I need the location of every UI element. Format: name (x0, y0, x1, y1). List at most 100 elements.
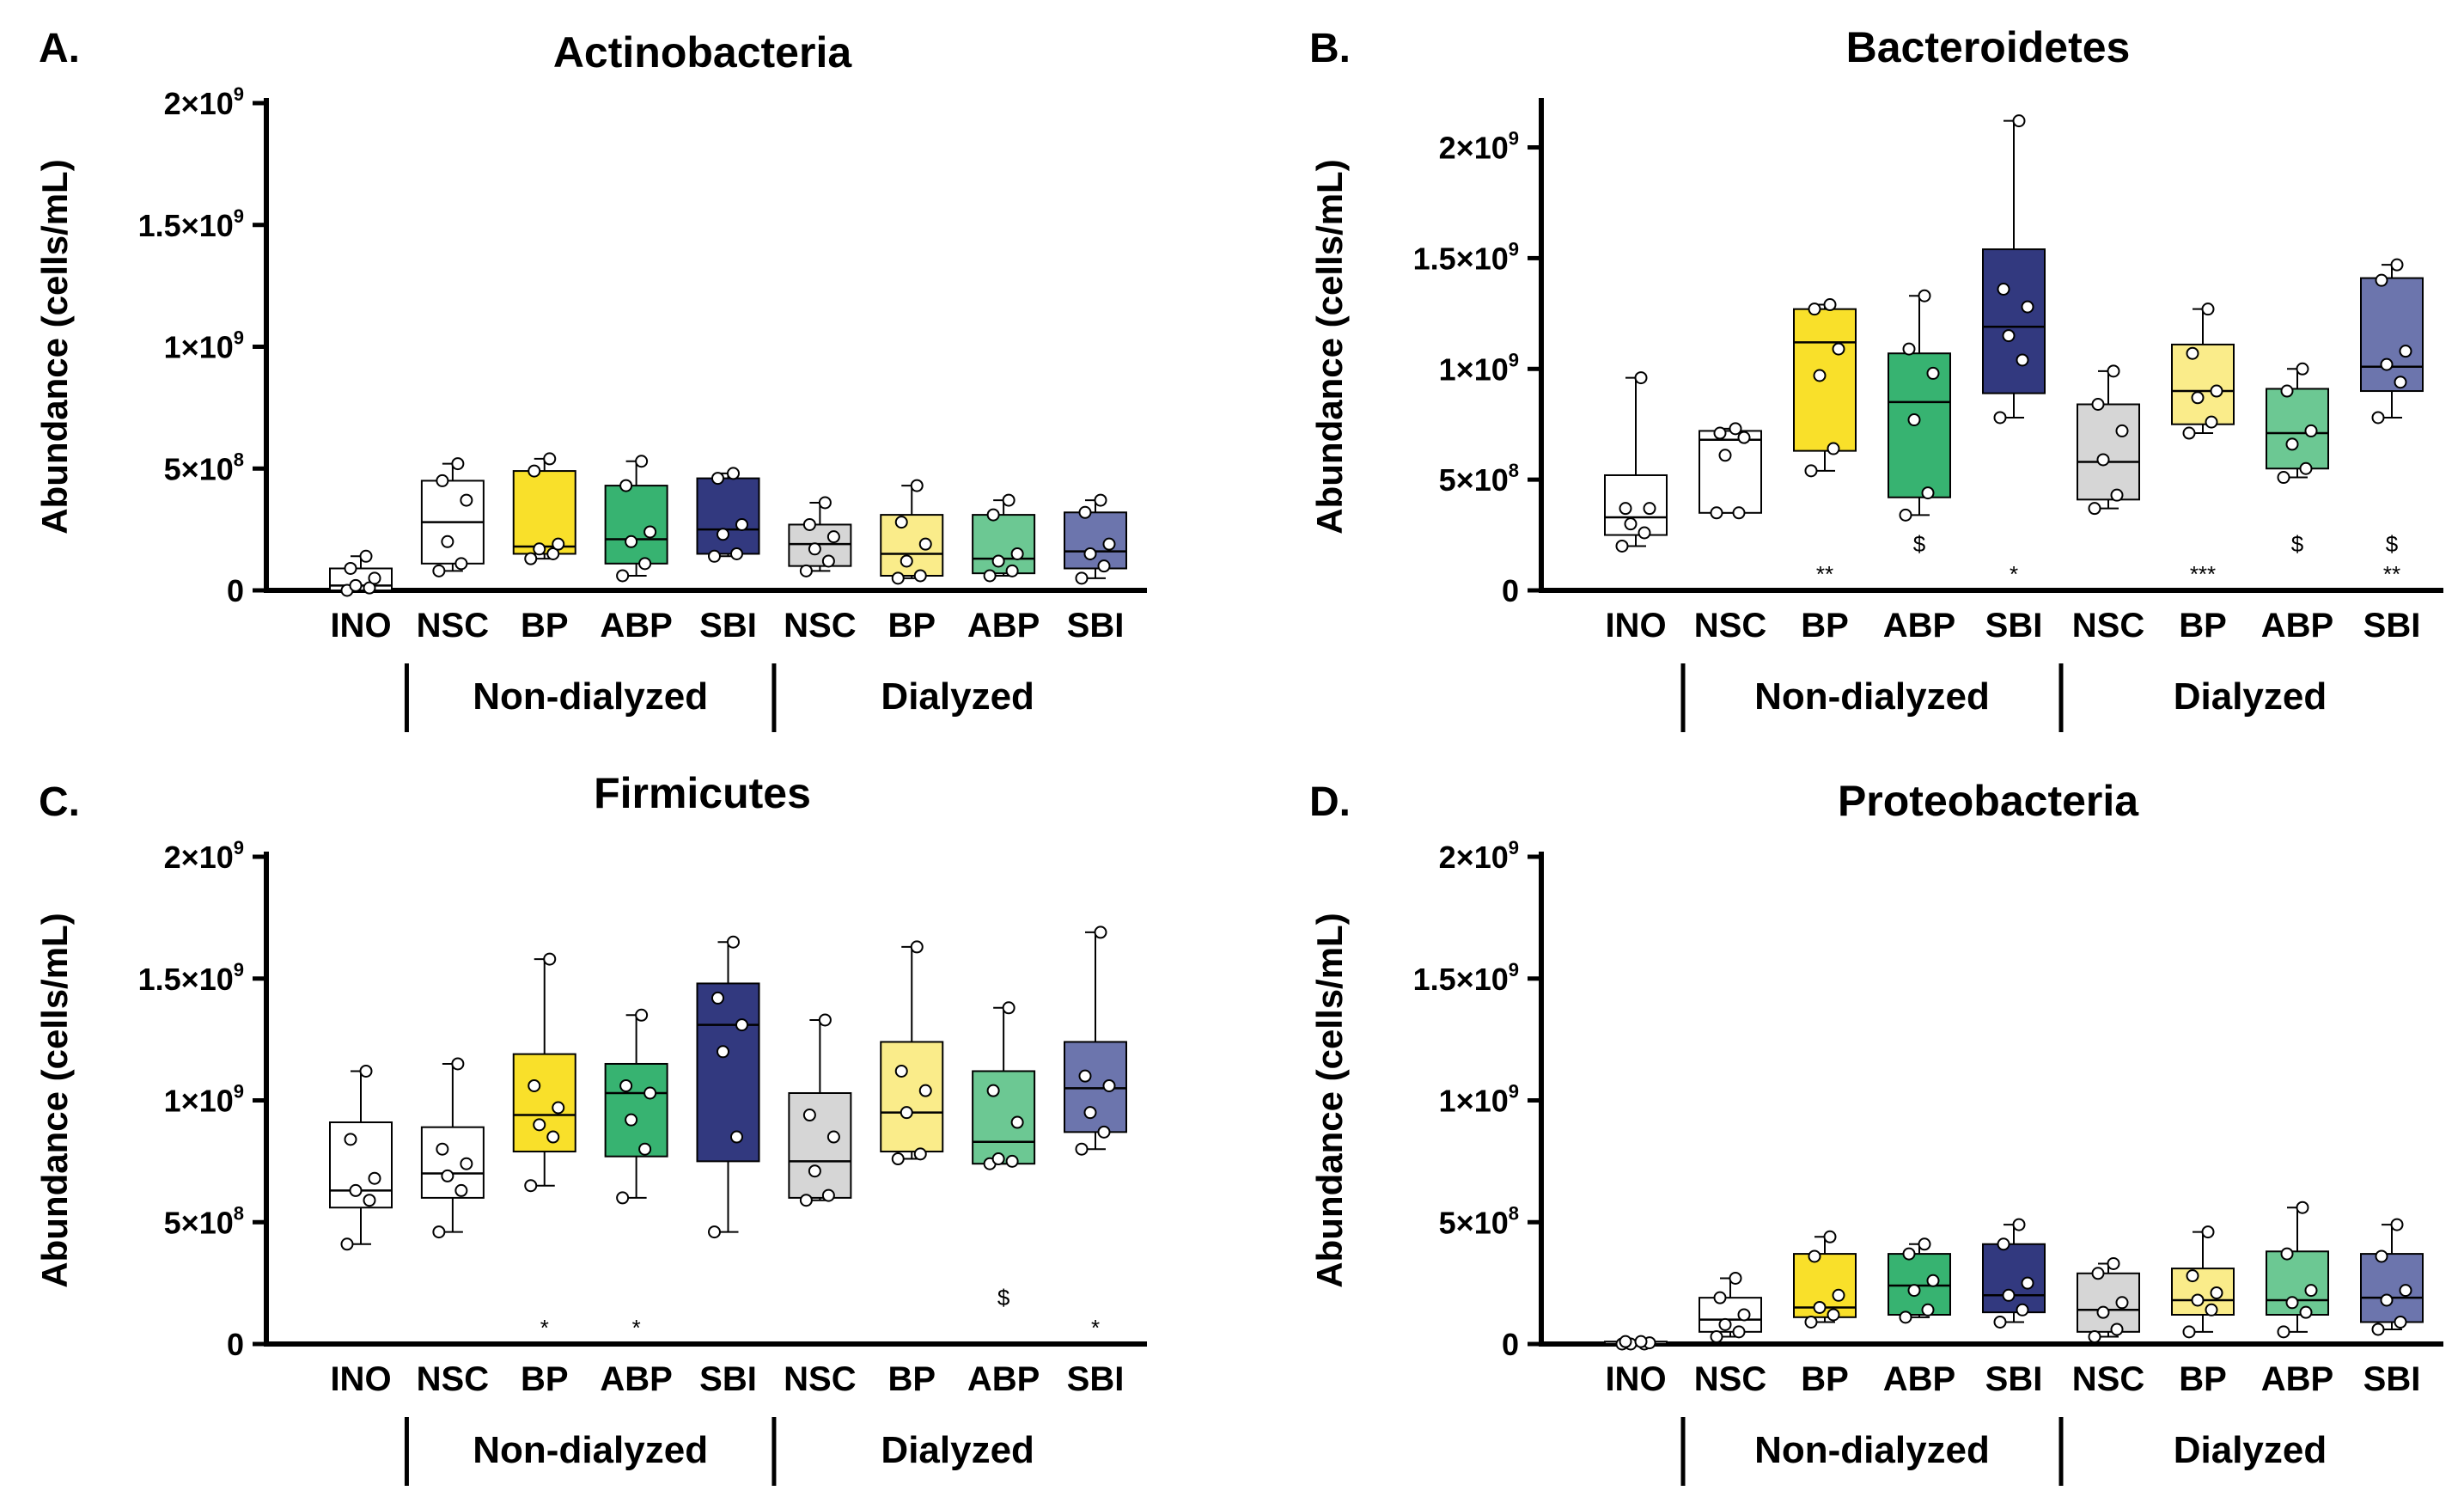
data-point (1097, 559, 1111, 573)
x-tick-label: SBI (2363, 607, 2421, 645)
box-iqr (420, 1126, 485, 1199)
y-tick-label: 1×109 (1439, 349, 1519, 387)
data-point (2115, 1296, 2129, 1310)
panel-title: Bacteroidetes (1846, 23, 2131, 71)
y-tick-label: 2×109 (1439, 128, 1519, 166)
data-point (2394, 376, 2407, 389)
data-point (432, 564, 446, 577)
data-point (2210, 1286, 2223, 1299)
data-point (1718, 449, 1732, 462)
data-point (1097, 1125, 1111, 1139)
data-point (891, 1152, 905, 1166)
box-9 (1064, 493, 1127, 585)
data-point (727, 467, 740, 480)
data-point (799, 564, 813, 577)
data-point (900, 554, 913, 568)
data-point (2107, 364, 2120, 378)
box-3 (1793, 298, 1857, 478)
x-tick-label: INO (330, 1360, 391, 1398)
data-point (363, 1194, 376, 1207)
data-point (802, 517, 816, 531)
box-2 (420, 457, 485, 577)
box-4 (1888, 289, 1951, 522)
data-point (625, 1113, 638, 1127)
significance-stars: ** (1816, 561, 1833, 587)
box-6 (788, 496, 852, 577)
data-point (1813, 1300, 1827, 1314)
box-8 (972, 1001, 1036, 1170)
box-4 (1888, 1237, 1951, 1324)
group-label: Dialyzed (881, 675, 1034, 718)
data-point (2186, 1269, 2199, 1283)
panel-title: Actinobacteria (553, 28, 853, 76)
data-point (918, 537, 932, 551)
box-iqr (1699, 430, 1762, 514)
data-point (2182, 1325, 2196, 1339)
x-tick-label: NSC (1694, 1360, 1766, 1398)
y-tick-label: 5×108 (1439, 1202, 1519, 1240)
x-tick-label: BP (1801, 1360, 1849, 1398)
data-point (808, 1164, 821, 1178)
significance-dollar: $ (1913, 531, 1926, 557)
chart-panel-4: D. Proteobacteria Abundance (cells/mL) 0 5×1… (1309, 777, 2443, 1486)
data-point (2191, 391, 2205, 405)
data-point (344, 561, 357, 575)
data-point (1619, 502, 1632, 516)
data-point (1615, 539, 1629, 553)
data-point (2088, 502, 2101, 516)
data-point (533, 1118, 546, 1132)
data-point (454, 557, 468, 571)
data-point (717, 528, 729, 541)
data-point (894, 1064, 908, 1078)
data-point (1729, 422, 1742, 436)
data-point (1638, 526, 1651, 540)
data-point (552, 537, 565, 551)
box-iqr (512, 470, 576, 555)
y-axis-label: Abundance (cells/mL) (34, 159, 75, 534)
data-point (2380, 357, 2394, 371)
data-point (986, 1084, 1000, 1097)
y-tick-label: 1.5×109 (1413, 959, 1519, 997)
data-point (2299, 1305, 2313, 1319)
data-point (635, 455, 649, 468)
data-point (2299, 461, 2313, 475)
data-point (821, 554, 835, 568)
significance-stars: * (2010, 561, 2018, 587)
data-point (2021, 1276, 2034, 1290)
box-iqr (512, 1053, 576, 1153)
data-point (735, 517, 748, 531)
chart-panel-1: A. Actinobacteria Abundance (cells/mL) 0 5×1… (34, 26, 1147, 732)
data-point (1619, 1335, 1632, 1348)
data-point (2371, 1323, 2385, 1336)
data-point (1075, 1142, 1089, 1156)
box-2 (1699, 422, 1762, 520)
data-point (1710, 1329, 1723, 1343)
data-point (2091, 398, 2105, 412)
data-point (1808, 1249, 1821, 1263)
box-3 (512, 452, 576, 565)
data-point (2021, 300, 2034, 314)
significance-stars: ** (2383, 561, 2400, 587)
panel-letter: D. (1309, 779, 1351, 825)
data-point (2399, 1284, 2412, 1298)
box-iqr (329, 1121, 393, 1209)
data-point (340, 1237, 354, 1251)
data-point (533, 542, 546, 556)
data-point (821, 1188, 835, 1202)
data-point (1732, 506, 1746, 520)
data-point (1083, 1106, 1097, 1120)
data-point (2012, 1218, 2026, 1231)
data-point (2110, 1323, 2124, 1336)
box-5 (696, 467, 760, 563)
y-tick-label: 2×109 (1439, 837, 1519, 875)
data-point (711, 472, 724, 486)
group-label: Non-dialyzed (473, 1429, 708, 1471)
x-tick-label: ABP (2261, 607, 2333, 645)
data-point (1002, 493, 1015, 507)
data-point (432, 1225, 446, 1239)
data-point (2107, 1256, 2120, 1270)
box-7 (2171, 302, 2235, 440)
data-point (619, 479, 633, 492)
data-point (986, 508, 1000, 522)
